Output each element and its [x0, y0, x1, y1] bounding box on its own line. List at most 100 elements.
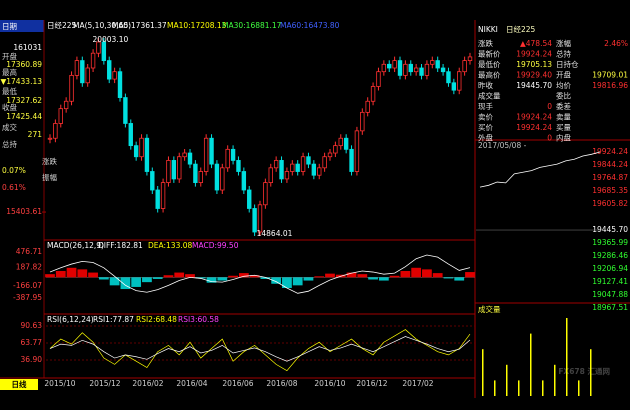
macd-bar	[346, 272, 357, 278]
intraday-date: 2017/05/08 -	[478, 141, 527, 150]
macd-bar	[292, 277, 303, 286]
y-tick-label: 19844.24	[592, 160, 628, 169]
quote-label: 委差	[556, 101, 571, 111]
x-tick-label: 2016/02	[132, 379, 163, 388]
candle	[187, 152, 193, 165]
candle	[462, 60, 467, 73]
x-tick-label: 2016/04	[176, 379, 207, 388]
macd-bar	[120, 277, 131, 290]
y-tick-label: 15403.61	[6, 207, 42, 216]
candle	[112, 71, 117, 80]
y-tick-label: 19047.88	[592, 290, 628, 299]
candle	[166, 160, 171, 184]
sidebar-text: 成交	[2, 122, 17, 132]
candle	[376, 71, 381, 87]
candle	[171, 160, 177, 180]
y-tick-label: 19365.99	[592, 238, 628, 247]
candle	[295, 163, 300, 172]
watermark: FX678 汇通网	[558, 366, 610, 376]
quote-value: 19924.24	[516, 50, 552, 59]
y-tick-label: -166.07	[13, 281, 42, 290]
quote-label: 开盘	[556, 70, 571, 80]
macd-diff: DIFF:182.81	[98, 241, 143, 250]
y-tick-label: 36.90	[21, 355, 43, 364]
macd-bar	[98, 277, 109, 280]
candle	[419, 67, 424, 76]
header-text: 日经225	[47, 20, 77, 30]
y-tick-label: 90.63	[21, 321, 43, 330]
rsi-title: RSI(6,12,24)	[47, 315, 94, 324]
candle	[247, 189, 252, 209]
candle	[392, 60, 397, 69]
quote-value: 2.46%	[604, 39, 628, 48]
candle	[354, 130, 360, 172]
y-tick-label: 19764.87	[592, 173, 628, 182]
quote-label: 最低价	[478, 59, 501, 69]
candle	[451, 82, 457, 91]
macd-bar	[314, 276, 325, 278]
sidebar-text: ▼17433.13	[0, 77, 42, 86]
candle	[150, 171, 155, 191]
candle	[230, 148, 236, 161]
macd-bar	[282, 277, 292, 289]
quote-label: 买价	[478, 123, 493, 132]
macd-bar	[142, 277, 152, 283]
x-tick-label: 2015/12	[89, 379, 120, 388]
candle	[279, 160, 284, 180]
quote-label: 最新价	[478, 49, 501, 59]
quote-value: 19924.24	[516, 113, 552, 122]
candle	[365, 100, 370, 113]
macd-bar	[368, 277, 378, 280]
candle	[349, 148, 354, 172]
quote-value: 19924.24	[516, 123, 552, 132]
candle	[424, 63, 430, 76]
sidebar-text: 振幅	[42, 172, 57, 182]
y-tick-label: 19685.35	[592, 186, 628, 195]
sidebar-text: 总持	[2, 139, 17, 149]
macd-bar	[378, 277, 389, 281]
candle	[300, 156, 306, 172]
macd-dea: DEA:133.08	[148, 241, 193, 250]
macd-bar	[163, 275, 174, 278]
candle	[58, 108, 63, 124]
macd-bar	[303, 277, 314, 281]
volume-bar	[494, 380, 496, 396]
y-tick-label: -387.95	[13, 293, 42, 302]
candle	[80, 60, 85, 84]
candle	[338, 137, 343, 147]
x-tick-label: 2016/10	[314, 379, 345, 388]
x-tick-label: 2016/12	[356, 379, 387, 388]
candle	[160, 182, 166, 209]
low-annotation: 14864.01	[257, 229, 293, 238]
candle	[236, 160, 241, 172]
candle	[214, 163, 220, 191]
sidebar-text: 0.61%	[2, 183, 26, 192]
macd-bar	[45, 274, 55, 278]
sidebar-text: 0.07%	[2, 166, 26, 175]
x-tick-label: 2017/02	[402, 379, 433, 388]
header-text: MA30:16881.17	[222, 21, 282, 30]
tab[interactable]	[0, 379, 38, 390]
volume-bar	[578, 380, 580, 396]
macd-bar	[185, 274, 195, 278]
y-tick-label: 476.71	[16, 247, 42, 256]
candle	[322, 156, 327, 169]
quote-label: 涨跌	[478, 38, 493, 48]
candle	[198, 171, 203, 184]
macd-bar	[109, 277, 120, 286]
quote-value: 0	[547, 134, 552, 143]
quote-label: 卖价	[478, 113, 493, 122]
candle	[435, 60, 440, 69]
sidebar-header	[0, 20, 44, 32]
tab-label[interactable]: 日线	[12, 379, 27, 389]
macd-bar	[357, 274, 368, 278]
quote-code: NIKKI	[478, 25, 498, 34]
candle	[343, 137, 349, 150]
quote-label: 涨幅	[556, 38, 571, 48]
high-annotation: 20003.10	[92, 35, 128, 44]
quote-label: 卖量	[556, 113, 571, 122]
rsi2: RSI2:68.48	[136, 315, 177, 324]
candle	[123, 97, 128, 124]
candle	[69, 74, 74, 102]
candle	[446, 71, 451, 84]
